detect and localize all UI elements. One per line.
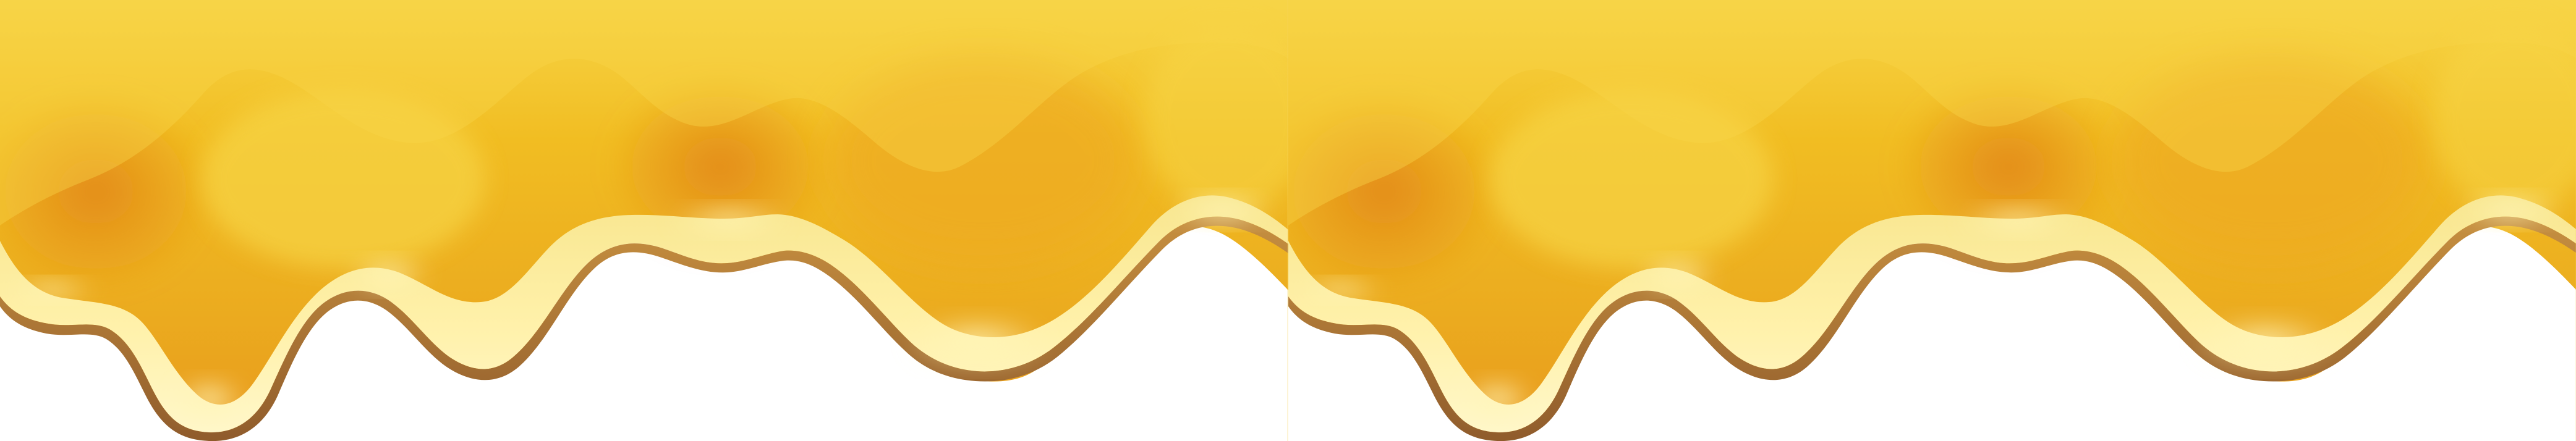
honey-drip-illustration: [0, 0, 2576, 441]
honey-drip-banner: [0, 0, 2576, 441]
